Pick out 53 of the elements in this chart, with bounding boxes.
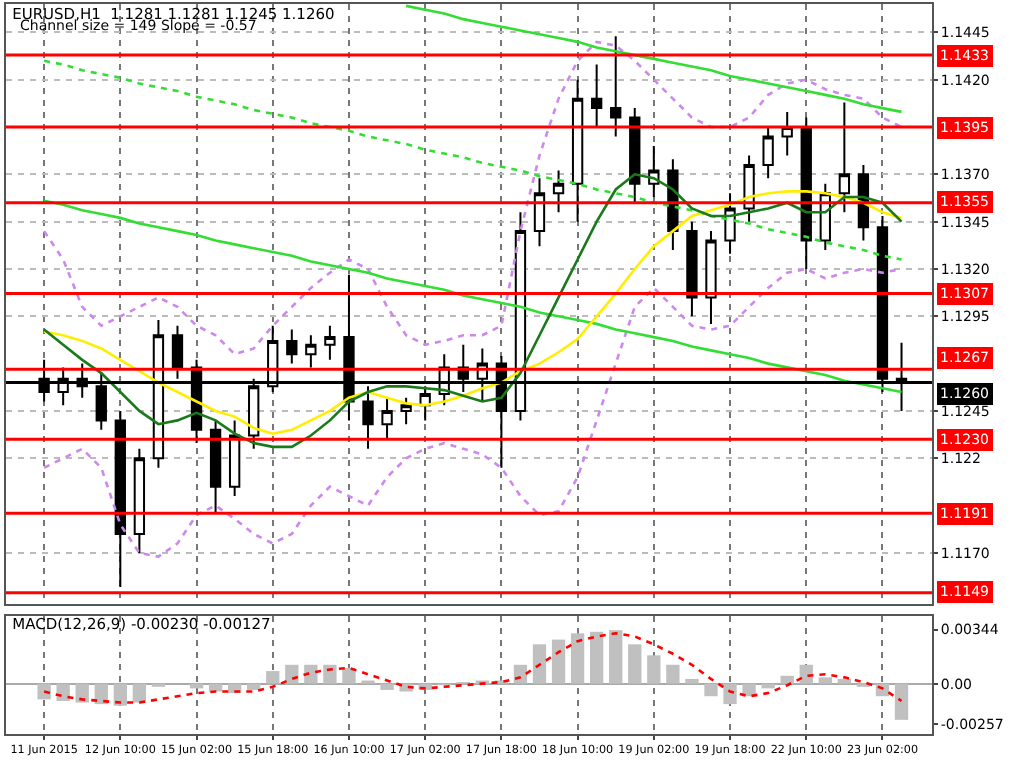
candlestick [286,328,298,365]
candlestick [533,177,546,248]
candlestick [552,169,565,214]
line-series [42,199,903,394]
bar [380,683,394,690]
bar [666,664,680,684]
bar [266,671,280,684]
bar [894,683,909,720]
bar [818,677,832,684]
candlestick [838,101,851,214]
candlestick [571,78,584,223]
bar [342,667,356,684]
line-series [42,40,903,356]
candlestick [381,396,393,441]
bar [837,678,852,684]
bar [589,631,604,684]
bar [647,655,661,684]
bar [609,630,623,684]
bar [685,678,699,684]
candlestick [324,324,336,361]
bar [532,644,547,684]
candlestick [305,334,317,369]
line-series [42,59,903,261]
candlestick [610,35,622,138]
bar [628,644,642,684]
bar [37,683,51,700]
bar [323,664,337,684]
bar [247,683,261,690]
candlestick [591,63,603,129]
candlestick [705,230,717,325]
bar [780,675,794,684]
candlestick [629,107,641,204]
bar [570,633,585,684]
bar [723,683,737,705]
bar [551,639,566,684]
candlestick [400,396,412,426]
bar [304,664,318,684]
candlestick [724,192,736,255]
candlestick [133,447,146,554]
bar [704,683,718,697]
bar [132,683,147,703]
candlestick [228,419,241,498]
bar [285,664,299,684]
candlestick [209,419,222,515]
line-series [404,4,903,114]
line-series [42,632,903,704]
bar [208,683,223,692]
bar [75,683,89,703]
bar [113,683,127,706]
candlestick [114,409,126,588]
bar [513,664,528,684]
candlestick [686,220,698,318]
candlestick [762,126,774,180]
